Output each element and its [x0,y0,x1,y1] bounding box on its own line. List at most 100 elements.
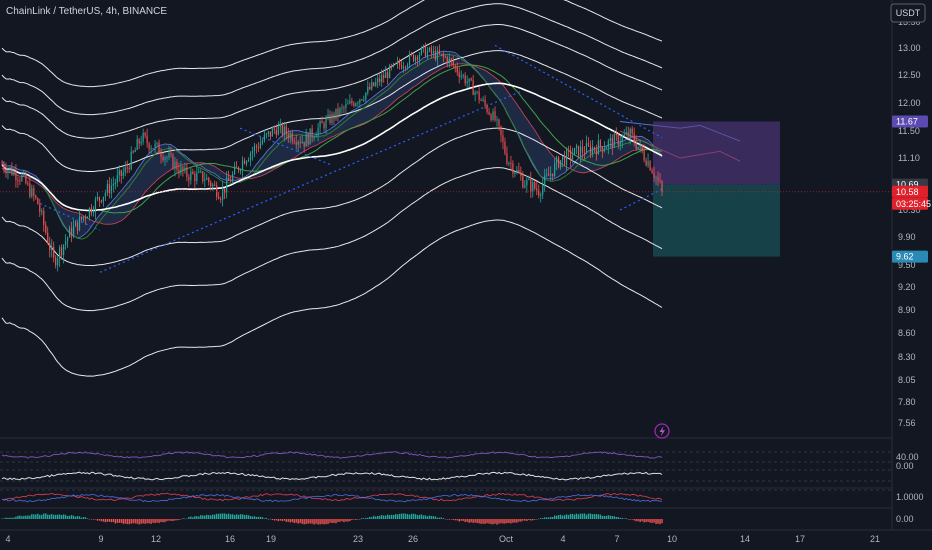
candle-body [65,241,67,245]
histogram-bar [104,519,107,523]
histogram-bar [621,517,623,519]
histogram-bar [379,515,381,519]
time-tick-label: 9 [98,534,103,544]
histogram-bar [553,515,556,519]
candle-body [263,134,266,141]
candle-body [651,170,653,174]
histogram-bar [510,519,512,524]
position-zones[interactable] [653,121,780,257]
time-tick-label: 21 [870,534,880,544]
histogram-bar [484,519,486,524]
currency-button[interactable]: USDT [890,3,926,23]
histogram-bar [142,519,144,524]
candle-body [23,173,25,176]
histogram-bar [283,519,285,521]
histogram-bar [480,519,482,524]
histogram-bar [126,519,128,525]
histogram-bar [303,519,305,525]
candle-body [168,153,170,158]
candle-body [84,216,87,219]
candle-body [339,108,341,116]
trendlines[interactable] [39,44,663,273]
histogram-bar [434,516,437,519]
candle-body [307,133,309,145]
histogram-bar [245,514,248,519]
stop-loss-zone[interactable] [653,121,780,185]
histogram-bar [567,514,570,519]
histogram-bar [136,519,138,524]
price-tick-label: 8.60 [898,328,916,338]
histogram-bar [382,515,385,519]
candle-body [19,180,21,182]
histogram-bar [428,515,431,519]
histogram-bar [263,518,266,519]
candle-body [456,67,458,73]
histogram-bar [534,519,536,520]
histogram-bar [295,519,297,523]
histogram-bar [118,519,120,523]
candle-body [560,160,562,168]
candle-body [520,173,522,177]
histogram-bar [653,519,655,523]
histogram-bar [134,519,136,524]
histogram-bar [188,516,190,519]
histogram-bar [345,519,347,522]
histogram-bar [637,519,639,522]
candle-body [176,161,178,170]
time-tick-label: 26 [408,534,418,544]
candle-body [156,142,158,144]
candle-body [470,78,472,81]
candle-body [617,135,619,145]
candle-body [442,53,444,57]
price-tick-label: 12.00 [898,98,921,108]
candle-body [345,104,347,108]
envelope-bands [1,0,663,377]
candle-body [480,99,482,101]
candle-body [540,194,542,196]
dotted-trendline[interactable] [39,202,101,231]
histogram-bar [396,514,399,519]
candle-body [379,78,381,82]
candle-body [11,167,13,175]
histogram-bar [516,519,518,523]
dotted-trendline[interactable] [99,91,521,273]
histogram-bar [430,515,433,519]
histogram-bar [458,519,460,522]
candle-body [422,45,425,48]
price-tick-label: 8.90 [898,305,916,315]
dotted-trendline[interactable] [494,44,663,139]
histogram-bar [98,519,101,521]
candle-body [502,135,504,142]
histogram-bar [335,519,337,524]
candle-body [134,149,136,152]
candle-body [222,188,224,200]
histogram-bar [339,519,341,522]
histogram-bar [88,518,91,520]
histogram-bar [559,514,562,519]
candle-body [285,126,287,134]
candle-body [538,190,540,196]
time-axis[interactable]: 4 9 12 16 19 23 26 Oct 4 7 10 14 17 21 [0,529,932,544]
envelope-band [1,219,663,377]
histogram-bar [398,513,401,519]
candle-body [337,108,339,116]
lightning-icon[interactable] [654,423,670,439]
candle-body [230,180,232,182]
candle-body [398,61,401,66]
histogram-bar [476,519,478,524]
take-profit-zone[interactable] [653,184,780,257]
histogram-bar [347,519,349,522]
dotted-trendline[interactable] [239,127,331,166]
candle-body [94,199,97,212]
moving-averages [1,53,663,240]
candle-body [573,148,576,156]
histogram-bar [74,516,77,519]
histogram-bar [416,515,419,519]
candle-body [536,188,538,191]
histogram-bar [661,519,663,524]
price-tag-box [892,115,928,128]
candle-body [13,171,15,175]
histogram-bar [595,514,598,519]
histogram-bar [536,519,538,520]
